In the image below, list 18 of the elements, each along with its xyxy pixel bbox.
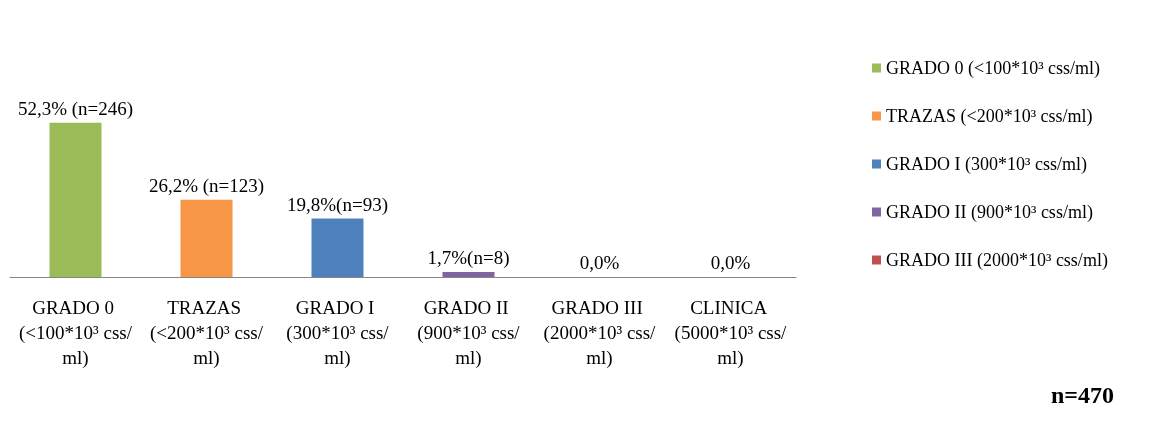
data-label: 19,8%(n=93)	[287, 193, 388, 216]
legend-label: GRADO II (900*10³ css/ml)	[886, 202, 1093, 223]
data-label: 1,7%(n=8)	[427, 246, 510, 269]
data-label: 0,0%	[579, 252, 620, 273]
x-tick-label: CLINICA (5000*10³ css/ml)	[674, 297, 788, 369]
text: n=470	[1050, 382, 1115, 408]
data-label: 26,2% (n=123)	[148, 174, 265, 197]
x-tick-label: GRADO II (900*10³ css/ml)	[417, 297, 521, 369]
legend-label: GRADO 0 (<100*10³ css/ml)	[886, 58, 1101, 79]
legend-label: GRADO I (300*10³ css/ml)	[886, 154, 1087, 175]
data-label: 0,0%	[710, 252, 751, 273]
x-tick-label: TRAZAS (<200*10³ css/ml)	[150, 297, 264, 369]
legend-label: GRADO III (2000*10³ css/ml)	[886, 250, 1108, 271]
x-tick-label: GRADO 0 (<100*10³ css/ml)	[19, 297, 133, 369]
legend-label: TRAZAS (<200*10³ css/ml)	[886, 106, 1093, 127]
x-tick-label: GRADO III (2000*10³ css/ml)	[543, 297, 657, 369]
x-tick-label: GRADO I (300*10³ css/ml)	[286, 297, 390, 369]
data-label: 52,3% (n=246)	[17, 97, 134, 120]
